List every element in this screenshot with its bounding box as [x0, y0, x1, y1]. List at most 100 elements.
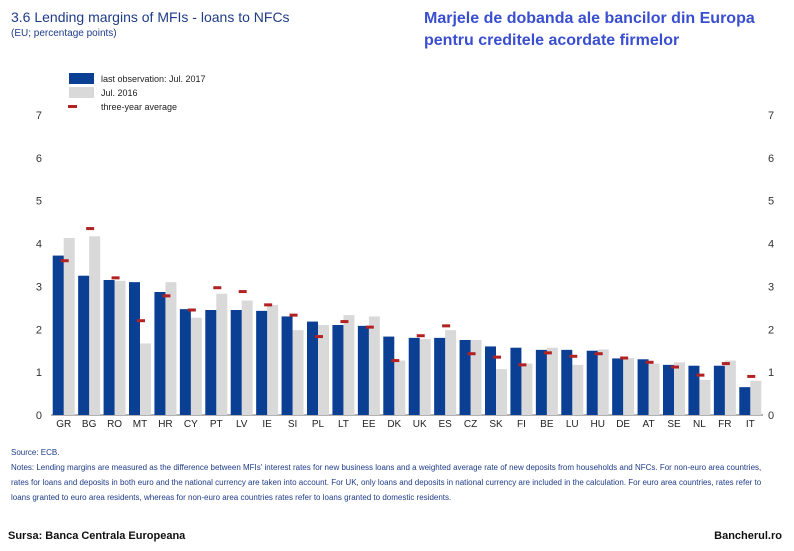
marker-three-year-average-LU — [569, 354, 578, 358]
legend-label-last-observation: last observation: Jul. 2017 — [101, 74, 206, 84]
bar-last-observation-DK — [383, 336, 395, 415]
bar-last-observation-GR — [52, 255, 64, 415]
x-tick-label-RO: RO — [107, 419, 122, 430]
left-y-axis-ticks: 0 1 2 3 4 5 6 7 — [36, 110, 42, 422]
marker-three-year-average-SI — [289, 313, 298, 317]
x-tick-label-ES: ES — [438, 419, 452, 430]
bar-last-observation-BG — [78, 275, 90, 415]
marker-three-year-average-SE — [671, 365, 679, 369]
x-tick-label-SK: SK — [489, 419, 503, 430]
marker-three-year-average-HU — [594, 352, 603, 356]
x-tick-label-IT: IT — [746, 419, 755, 430]
marker-three-year-average-PT — [213, 286, 222, 290]
y-tick-right-0: 0 — [768, 410, 774, 422]
x-tick-label-HU: HU — [590, 419, 604, 430]
bar-last-observation-AT — [637, 359, 649, 415]
x-tick-label-UK: UK — [413, 419, 427, 430]
bar-jul-2016-UK — [419, 339, 431, 415]
bar-last-observation-LT — [332, 325, 344, 415]
bar-last-observation-LU — [561, 349, 573, 415]
legend-swatch-last-observation — [69, 73, 94, 84]
marker-three-year-average-ES — [442, 324, 451, 328]
bar-last-observation-SI — [281, 316, 293, 415]
y-tick-left-5: 5 — [36, 196, 42, 208]
bar-last-observation-NL — [688, 365, 700, 415]
bar-last-observation-UK — [408, 337, 420, 415]
y-tick-right-6: 6 — [768, 153, 774, 165]
chart-title: 3.6 Lending margins of MFIs - loans to N… — [11, 9, 290, 25]
marker-three-year-average-NL — [696, 373, 705, 377]
x-tick-label-BE: BE — [540, 419, 554, 430]
marker-three-year-average-DK — [391, 359, 400, 363]
marker-three-year-average-IE — [264, 303, 273, 307]
bar-jul-2016-DK — [394, 360, 406, 415]
marker-three-year-average-DE — [620, 356, 629, 360]
marker-three-year-average-LT — [340, 320, 349, 324]
bar-last-observation-SK — [485, 346, 496, 415]
bar-jul-2016-BG — [89, 236, 101, 415]
bar-jul-2016-LU — [572, 364, 584, 415]
overlay-line-2: pentru creditele acordate firmelor — [424, 32, 680, 49]
bar-jul-2016-PL — [318, 325, 329, 415]
footer-brand: Bancherul.ro — [714, 530, 782, 542]
bar-jul-2016-NL — [699, 379, 711, 415]
chart-subtitle: (EU; percentage points) — [11, 28, 117, 39]
bar-last-observation-FI — [510, 347, 522, 415]
marker-three-year-average-IT — [747, 374, 756, 378]
x-tick-label-HR: HR — [158, 419, 172, 430]
x-tick-label-AT: AT — [643, 419, 655, 430]
bar-last-observation-SE — [663, 364, 674, 415]
y-tick-left-7: 7 — [36, 110, 42, 122]
bar-jul-2016-FI — [521, 363, 533, 415]
bar-last-observation-CY — [179, 309, 191, 415]
bar-last-observation-PL — [307, 321, 318, 415]
bar-jul-2016-HU — [597, 349, 609, 415]
notes-text: Notes: Lending margins are measured as t… — [11, 463, 762, 502]
bar-jul-2016-LV — [241, 300, 253, 415]
bar-chart: last observation: Jul. 2017 Jul. 2016 th… — [36, 73, 774, 430]
x-tick-label-DK: DK — [387, 419, 401, 430]
bar-last-observation-IT — [739, 387, 751, 415]
bar-jul-2016-RO — [114, 280, 126, 415]
bar-jul-2016-ES — [445, 330, 457, 415]
marker-three-year-average-HR — [162, 294, 171, 298]
bar-jul-2016-HR — [165, 282, 177, 415]
x-tick-label-GR: GR — [56, 419, 71, 430]
marker-three-year-average-BE — [543, 351, 552, 355]
bar-last-observation-EE — [357, 325, 369, 415]
bar-jul-2016-GR — [63, 238, 75, 415]
marker-three-year-average-FR — [721, 362, 730, 366]
bar-last-observation-BE — [535, 349, 547, 415]
x-tick-label-NL: NL — [693, 419, 706, 430]
average-markers-group — [60, 227, 756, 378]
marker-three-year-average-UK — [416, 334, 425, 338]
y-tick-right-7: 7 — [768, 110, 774, 122]
bar-last-observation-DE — [612, 358, 624, 415]
x-tick-label-BG: BG — [82, 419, 97, 430]
legend-label-jul-2016: Jul. 2016 — [101, 88, 138, 98]
x-tick-label-SE: SE — [667, 419, 681, 430]
y-tick-right-5: 5 — [768, 196, 774, 208]
y-tick-left-6: 6 — [36, 153, 42, 165]
x-tick-label-LT: LT — [338, 419, 349, 430]
x-tick-label-LV: LV — [236, 419, 248, 430]
y-tick-left-4: 4 — [36, 239, 42, 251]
bar-last-observation-RO — [103, 280, 115, 415]
bar-jul-2016-LT — [343, 315, 355, 415]
bar-jul-2016-DE — [623, 358, 635, 415]
legend-swatch-jul-2016 — [69, 87, 94, 98]
x-tick-label-LU: LU — [566, 419, 579, 430]
marker-three-year-average-EE — [365, 325, 374, 329]
marker-three-year-average-CY — [187, 308, 196, 312]
x-tick-label-DE: DE — [616, 419, 630, 430]
bar-jul-2016-SE — [674, 362, 685, 415]
bar-last-observation-PT — [205, 310, 217, 415]
marker-three-year-average-PL — [315, 335, 323, 339]
x-tick-label-CY: CY — [184, 419, 198, 430]
x-tick-label-IE: IE — [262, 419, 272, 430]
marker-three-year-average-GR — [60, 259, 69, 263]
y-tick-left-2: 2 — [36, 324, 42, 336]
right-y-axis-ticks: 0 1 2 3 4 5 6 7 — [768, 110, 774, 422]
x-tick-label-FI: FI — [517, 419, 526, 430]
footer-source: Sursa: Banca Centrala Europeana — [8, 530, 186, 542]
